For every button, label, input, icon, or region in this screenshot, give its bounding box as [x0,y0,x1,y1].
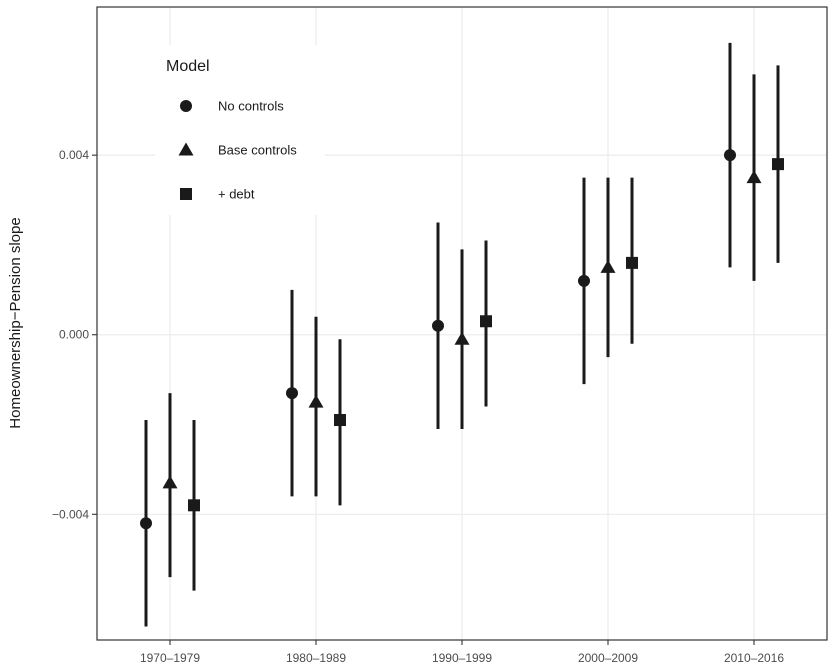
x-tick-label: 1980–1989 [286,651,346,665]
x-tick-label: 1970–1979 [140,651,200,665]
point-triangle [308,394,324,408]
legend-title: Model [166,58,210,75]
point-triangle [600,259,616,273]
x-tick-label: 1990–1999 [432,651,492,665]
legend-label: Base controls [218,143,297,158]
y-tick-label: 0.004 [59,148,89,162]
point-triangle [746,170,762,184]
point-square [334,414,346,427]
point-square [626,256,638,269]
point-triangle [162,475,178,489]
point-square [772,158,784,171]
point-square [480,315,492,328]
point-circle [286,387,298,400]
x-tick-label: 2000–2009 [578,651,638,665]
point-circle [432,319,444,332]
point-circle [578,274,590,287]
axes: −0.004 0.000 0.004 1970–1979 1980–1989 1990–1… [52,148,784,665]
legend-key-square [180,188,192,200]
legend-entries: No controls Base controls + debt [178,99,297,202]
point-circle [140,517,152,530]
y-tick-label: 0.000 [59,328,89,342]
point-square [188,499,200,512]
legend-label: No controls [218,99,284,114]
legend-key-triangle [178,142,194,156]
legend-background [155,45,325,215]
point-triangle [454,331,470,345]
legend: Model No controls Base controls + debt [155,45,325,215]
y-tick-label: −0.004 [52,507,89,521]
point-circle [724,149,736,162]
x-tick-label: 2010–2016 [724,651,784,665]
legend-label: + debt [218,187,255,202]
y-axis-title: Homeownership−Pension slope [7,217,24,428]
data-marks [140,42,784,627]
legend-key-circle [180,100,192,112]
